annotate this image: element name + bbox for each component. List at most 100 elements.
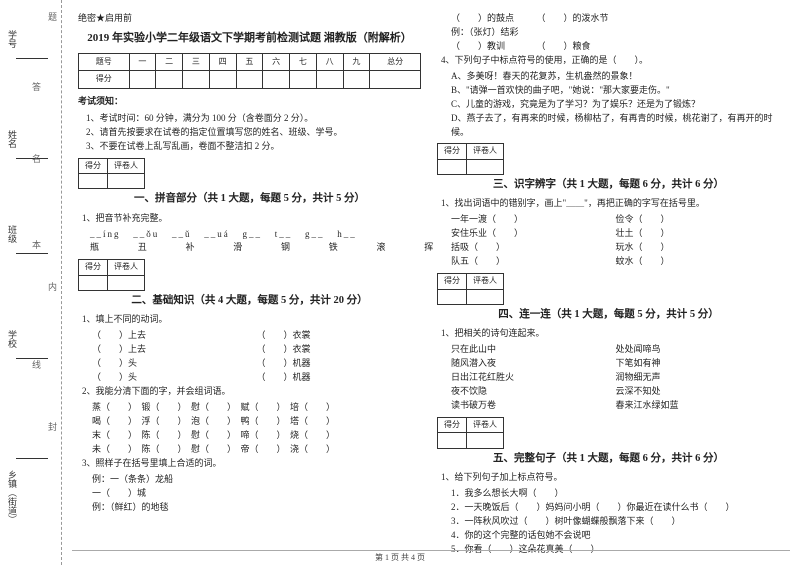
td-5 <box>236 71 263 88</box>
s5-r4: 4．你的这个完整的话包她不会说吧 <box>451 529 780 543</box>
rules-header: 考试须知： <box>78 95 421 109</box>
ul-3 <box>16 253 48 254</box>
s4-r2: 随风潜入夜下笔如有神 <box>451 357 780 371</box>
s2q4-b: B、"请弹一首欢快的曲子吧，"她说："那大家要走伤。" <box>451 84 780 98</box>
s3-r2a: 安住乐业（ ） <box>451 227 616 241</box>
sec2-q2: 2、我能分清下面的字，并会组词语。 <box>82 385 421 399</box>
s2q3-r1: 例：一（条条）龙船 <box>92 473 421 487</box>
s2q1-r2b: （ ）衣裳 <box>257 343 422 357</box>
s2q3-r6: （ ）教训 （ ）粮食 <box>451 40 780 54</box>
s4-r1a: 只在此山中 <box>451 343 616 357</box>
sec3-title: 三、识字辨字（共 1 大题，每题 6 分，共计 6 分） <box>437 177 780 193</box>
s4-r4b: 云深不知处 <box>616 385 781 399</box>
label-xuexiao: 学校 <box>6 330 19 348</box>
sec3-q1: 1、找出词语中的错别字，画上"＿＿"，再把正确的字写在括号里。 <box>441 197 780 211</box>
footer-line <box>72 550 790 551</box>
td-7 <box>290 71 317 88</box>
page-content: 绝密★启用前 2019 年实验小学二年级语文下学期考前检测试题 湘教版（附解析）… <box>72 12 790 542</box>
s4-r3a: 日出江花红胜火 <box>451 371 616 385</box>
column-right: （ ）的鼓点 （ ）的泼水节 例：（张灯）结彩 （ ）教训 （ ）粮食 4、下列… <box>431 12 790 542</box>
th-0: 题号 <box>79 53 130 70</box>
gt4-e2 <box>467 289 504 304</box>
s4-r5a: 读书破万卷 <box>451 399 616 413</box>
s4-r3b: 润物细无声 <box>616 371 781 385</box>
grader-table-2: 得分评卷人 <box>78 259 145 291</box>
ul-1 <box>16 58 48 59</box>
sec4-title: 四、连一连（共 1 大题，每题 5 分，共计 5 分） <box>437 307 780 323</box>
s2q4-c: C、儿童的游戏，究竟是为了学习？为了娱乐？还是为了锻炼？ <box>451 98 780 112</box>
gt1-c2: 评卷人 <box>108 158 145 173</box>
s3-r3: 括吸（ ）玩水（ ） <box>451 241 780 255</box>
gt4-c1: 得分 <box>438 274 467 289</box>
grader-table-1: 得分评卷人 <box>78 158 145 190</box>
side-da: 答 <box>32 80 41 93</box>
side-ti: 题 <box>48 10 57 23</box>
gt5-c2: 评卷人 <box>467 417 504 432</box>
s3-r4a: 队五（ ） <box>451 255 616 269</box>
s2q3-r3: 例：（鲜红）的地毯 <box>92 501 421 515</box>
s4-r1: 只在此山中处处闻啼鸟 <box>451 343 780 357</box>
s3-r2: 安住乐业（ ）壮土（ ） <box>451 227 780 241</box>
side-xian: 线 <box>32 358 41 371</box>
s2q3-r5: 例：（张灯）结彩 <box>451 26 780 40</box>
grader-table-5: 得分评卷人 <box>437 417 504 449</box>
td-10 <box>370 71 421 88</box>
rule-2: 2、请首先按要求在试卷的指定位置填写您的姓名、班级、学号。 <box>86 126 421 140</box>
s3-r1a: 一年一渡（ ） <box>451 213 616 227</box>
side-ming: 名 <box>32 152 41 165</box>
s2q2-r4: 未（ ） 陈（ ） 慰（ ） 帝（ ） 浇（ ） <box>92 443 421 457</box>
s3-r3a: 括吸（ ） <box>451 241 616 255</box>
gt4-c2: 评卷人 <box>467 274 504 289</box>
td-6 <box>263 71 290 88</box>
sec4-q1: 1、把相关的诗句连起来。 <box>441 327 780 341</box>
s3-r1b: 俭令（ ） <box>616 213 781 227</box>
s4-r3: 日出江花红胜火润物细无声 <box>451 371 780 385</box>
s2q2-r1: 蒸（ ） 锻（ ） 慰（ ） 赋（ ） 培（ ） <box>92 401 421 415</box>
s4-r5b: 春来江水绿如蓝 <box>616 399 781 413</box>
gt3-c1: 得分 <box>438 144 467 159</box>
gt5-c1: 得分 <box>438 417 467 432</box>
s4-r4a: 夜不饮隐 <box>451 385 616 399</box>
gt1-c1: 得分 <box>79 158 108 173</box>
score-row-header: 题号 一 二 三 四 五 六 七 八 九 总分 <box>79 53 421 70</box>
label-xingming: 姓名 <box>6 130 19 148</box>
label-xiangzhen: 乡镇（街道） <box>6 470 19 524</box>
label-xuehao: 学号 <box>6 30 19 48</box>
th-10: 总分 <box>370 53 421 70</box>
hanzi-row: 瓶 丑 补 滑 钢 铁 滚 挥 <box>90 241 421 255</box>
gt4-e1 <box>438 289 467 304</box>
gt3-e1 <box>438 159 467 174</box>
s4-r5: 读书破万卷春来江水绿如蓝 <box>451 399 780 413</box>
s2q1-r1a: （ ）上去 <box>92 329 257 343</box>
th-6: 六 <box>263 53 290 70</box>
gt2-e2 <box>108 275 145 290</box>
td-8 <box>316 71 343 88</box>
s2q1-r2a: （ ）上去 <box>92 343 257 357</box>
th-2: 二 <box>156 53 183 70</box>
td-9 <box>343 71 370 88</box>
s2q1-r3b: （ ）机器 <box>257 357 422 371</box>
gt1-e1 <box>79 173 108 188</box>
gt1-e2 <box>108 173 145 188</box>
s5-r1: 1．我多么想长大啊（ ） <box>451 487 780 501</box>
secret-tag: 绝密★启用前 <box>78 12 421 26</box>
s3-r1: 一年一渡（ ）俭令（ ） <box>451 213 780 227</box>
sec5-title: 五、完整句子（共 1 大题，每题 6 分，共计 6 分） <box>437 451 780 467</box>
s4-r2b: 下笔如有神 <box>616 357 781 371</box>
td-2 <box>156 71 183 88</box>
s2q1-r1b: （ ）衣裳 <box>257 329 422 343</box>
s2q1-r4: （ ）头（ ）机器 <box>92 371 421 385</box>
column-left: 绝密★启用前 2019 年实验小学二年级语文下学期考前检测试题 湘教版（附解析）… <box>72 12 431 542</box>
sec2-q1: 1、填上不同的动词。 <box>82 313 421 327</box>
s4-r1b: 处处闻啼鸟 <box>616 343 781 357</box>
label-banji: 班级 <box>6 225 19 243</box>
s2q4-d: D、燕子去了，有再来的时候，杨柳枯了，有再青的时候，桃花谢了，有再开的时候。 <box>451 112 780 140</box>
s5-r3: 3．一阵秋风吹过（ ）树叶像蝴蝶般飘落下来（ ） <box>451 515 780 529</box>
s2q3-r4: （ ）的鼓点 （ ）的泼水节 <box>451 12 780 26</box>
td-4 <box>209 71 236 88</box>
td-label: 得分 <box>79 71 130 88</box>
s2q1-r4b: （ ）机器 <box>257 371 422 385</box>
side-feng: 封 <box>48 420 57 433</box>
rule-1: 1、考试时间：60 分钟，满分为 100 分（含卷面分 2 分）。 <box>86 112 421 126</box>
grader-table-3: 得分评卷人 <box>437 143 504 175</box>
